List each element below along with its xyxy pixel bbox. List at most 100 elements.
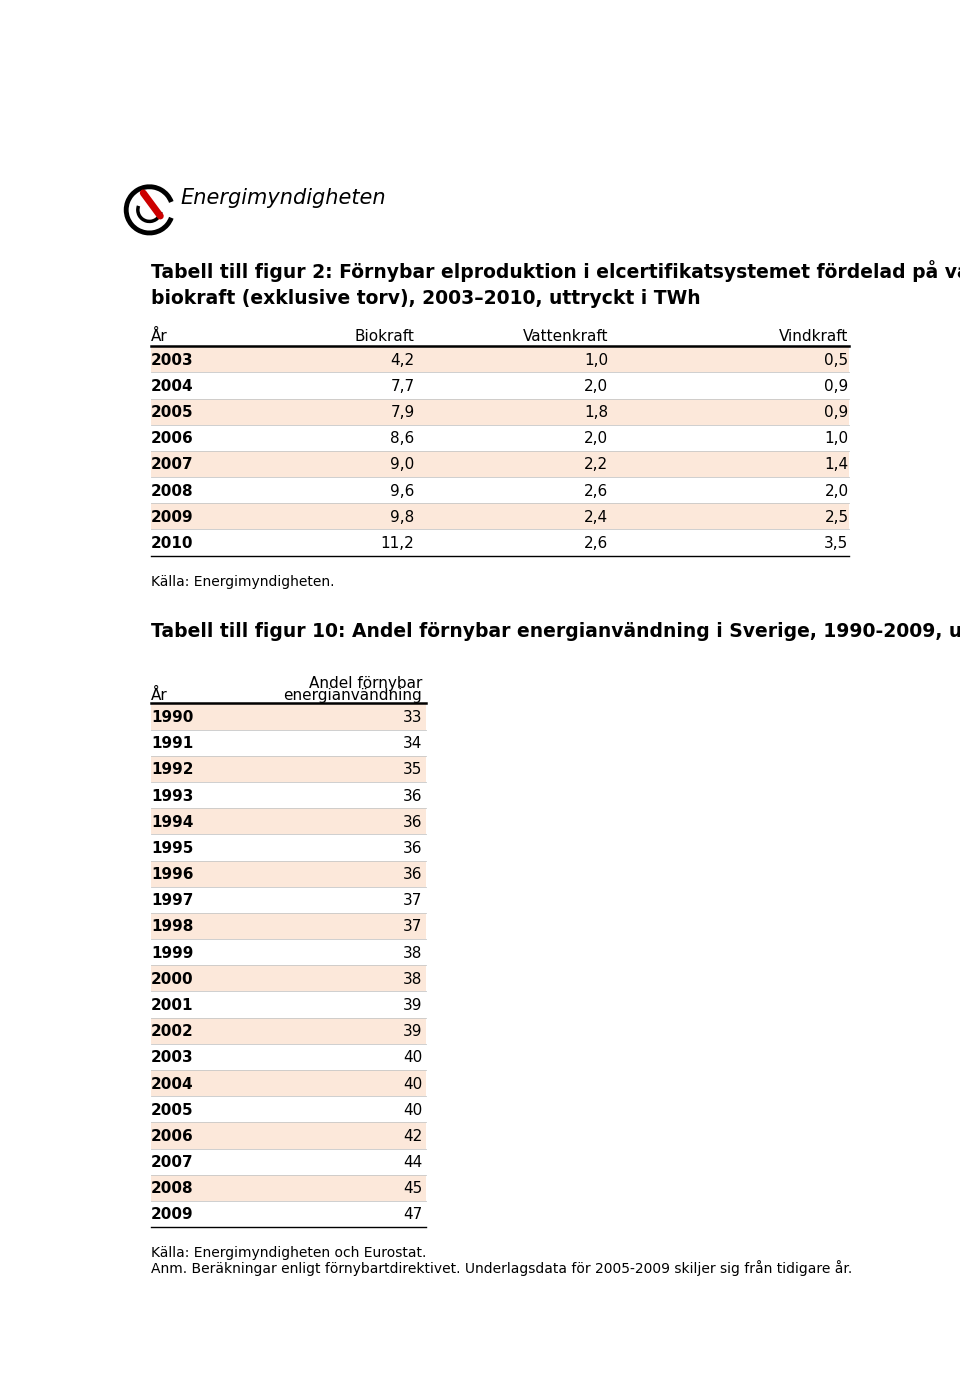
Text: 35: 35 bbox=[403, 762, 422, 778]
Text: 2007: 2007 bbox=[151, 1154, 194, 1170]
Text: 40: 40 bbox=[403, 1050, 422, 1065]
Text: Anm. Beräkningar enligt förnybartdirektivet. Underlagsdata för 2005-2009 skiljer: Anm. Beräkningar enligt förnybartdirekti… bbox=[151, 1261, 852, 1276]
Bar bbox=[151, 477, 849, 503]
Bar bbox=[151, 886, 426, 913]
Text: 1,8: 1,8 bbox=[584, 405, 609, 420]
Bar bbox=[151, 755, 426, 782]
Text: 45: 45 bbox=[403, 1181, 422, 1196]
Text: 39: 39 bbox=[403, 1025, 422, 1039]
Text: 2008: 2008 bbox=[151, 483, 194, 498]
Bar bbox=[151, 965, 426, 991]
Text: 39: 39 bbox=[403, 998, 422, 1013]
Text: 0,9: 0,9 bbox=[825, 378, 849, 394]
Text: 3,5: 3,5 bbox=[825, 536, 849, 551]
Text: 37: 37 bbox=[403, 893, 422, 909]
Bar bbox=[151, 730, 426, 755]
Text: År: År bbox=[151, 329, 168, 345]
Text: 36: 36 bbox=[403, 840, 422, 856]
Text: 2,4: 2,4 bbox=[584, 510, 609, 525]
Bar bbox=[151, 1096, 426, 1122]
Text: 36: 36 bbox=[403, 789, 422, 804]
Text: 40: 40 bbox=[403, 1076, 422, 1092]
Text: 38: 38 bbox=[403, 945, 422, 960]
Text: 2,0: 2,0 bbox=[584, 378, 609, 394]
Text: 1997: 1997 bbox=[151, 893, 193, 909]
Text: 2,5: 2,5 bbox=[825, 510, 849, 525]
Text: 34: 34 bbox=[403, 736, 422, 751]
Text: 1998: 1998 bbox=[151, 920, 193, 934]
Text: Vindkraft: Vindkraft bbox=[780, 329, 849, 345]
Text: 7,9: 7,9 bbox=[391, 405, 415, 420]
Text: 1994: 1994 bbox=[151, 815, 193, 829]
Text: 2007: 2007 bbox=[151, 458, 194, 472]
Text: 9,6: 9,6 bbox=[390, 483, 415, 498]
Bar bbox=[151, 782, 426, 808]
Text: 4,2: 4,2 bbox=[391, 353, 415, 367]
Text: 8,6: 8,6 bbox=[391, 431, 415, 447]
Text: Energimyndigheten: Energimyndigheten bbox=[180, 188, 386, 208]
Text: 2006: 2006 bbox=[151, 1129, 194, 1143]
Bar bbox=[151, 940, 426, 965]
Text: År: År bbox=[151, 688, 168, 704]
Text: 47: 47 bbox=[403, 1208, 422, 1223]
Text: 1996: 1996 bbox=[151, 867, 194, 882]
Text: 36: 36 bbox=[403, 867, 422, 882]
Bar bbox=[151, 503, 849, 529]
Text: 2,6: 2,6 bbox=[584, 483, 609, 498]
Bar bbox=[151, 1201, 426, 1227]
Text: 44: 44 bbox=[403, 1154, 422, 1170]
Bar bbox=[151, 529, 849, 556]
Text: 38: 38 bbox=[403, 972, 422, 987]
Text: 2003: 2003 bbox=[151, 353, 194, 367]
Text: 1,4: 1,4 bbox=[825, 458, 849, 472]
Text: 2004: 2004 bbox=[151, 378, 194, 394]
Text: Källa: Energimyndigheten.: Källa: Energimyndigheten. bbox=[151, 575, 334, 589]
Bar bbox=[151, 1044, 426, 1069]
Bar bbox=[151, 451, 849, 477]
Text: 2,0: 2,0 bbox=[825, 483, 849, 498]
Bar bbox=[151, 1069, 426, 1096]
Bar bbox=[151, 1149, 426, 1174]
Text: Biokraft: Biokraft bbox=[354, 329, 415, 345]
Bar bbox=[151, 913, 426, 940]
Text: Vattenkraft: Vattenkraft bbox=[523, 329, 609, 345]
Bar bbox=[151, 808, 426, 835]
Text: 7,7: 7,7 bbox=[391, 378, 415, 394]
Text: 42: 42 bbox=[403, 1129, 422, 1143]
Text: 1991: 1991 bbox=[151, 736, 193, 751]
Text: 2008: 2008 bbox=[151, 1181, 194, 1196]
Bar bbox=[151, 373, 849, 398]
Text: 2,6: 2,6 bbox=[584, 536, 609, 551]
Text: 40: 40 bbox=[403, 1103, 422, 1118]
Text: 2006: 2006 bbox=[151, 431, 194, 447]
Bar bbox=[151, 424, 849, 451]
Text: 33: 33 bbox=[403, 711, 422, 725]
Text: 11,2: 11,2 bbox=[381, 536, 415, 551]
Bar bbox=[151, 1174, 426, 1201]
Text: 2000: 2000 bbox=[151, 972, 194, 987]
Text: 2003: 2003 bbox=[151, 1050, 194, 1065]
Bar bbox=[151, 346, 849, 373]
Text: Andel förnybar: Andel förnybar bbox=[309, 676, 422, 691]
Text: Tabell till figur 2: Förnybar elproduktion i elcertifikatsystemet fördelad på va: Tabell till figur 2: Förnybar elprodukti… bbox=[151, 260, 960, 309]
Text: 9,8: 9,8 bbox=[391, 510, 415, 525]
Text: 1,0: 1,0 bbox=[584, 353, 609, 367]
Bar bbox=[151, 860, 426, 886]
Text: 2001: 2001 bbox=[151, 998, 194, 1013]
Bar bbox=[151, 1122, 426, 1149]
Text: Tabell till figur 10: Andel förnybar energianvändning i Sverige, 1990-2009, uttr: Tabell till figur 10: Andel förnybar ene… bbox=[151, 621, 960, 641]
Text: 2,0: 2,0 bbox=[584, 431, 609, 447]
Bar bbox=[151, 1018, 426, 1044]
Text: energianvändning: energianvändning bbox=[283, 688, 422, 704]
Text: 36: 36 bbox=[403, 815, 422, 829]
Bar bbox=[151, 398, 849, 424]
Bar bbox=[151, 704, 426, 730]
Text: 2005: 2005 bbox=[151, 1103, 194, 1118]
Text: 1995: 1995 bbox=[151, 840, 193, 856]
Text: 1,0: 1,0 bbox=[825, 431, 849, 447]
Text: 2,2: 2,2 bbox=[584, 458, 609, 472]
Text: 2009: 2009 bbox=[151, 1208, 194, 1223]
Text: 1999: 1999 bbox=[151, 945, 193, 960]
Text: 1992: 1992 bbox=[151, 762, 194, 778]
Text: 37: 37 bbox=[403, 920, 422, 934]
